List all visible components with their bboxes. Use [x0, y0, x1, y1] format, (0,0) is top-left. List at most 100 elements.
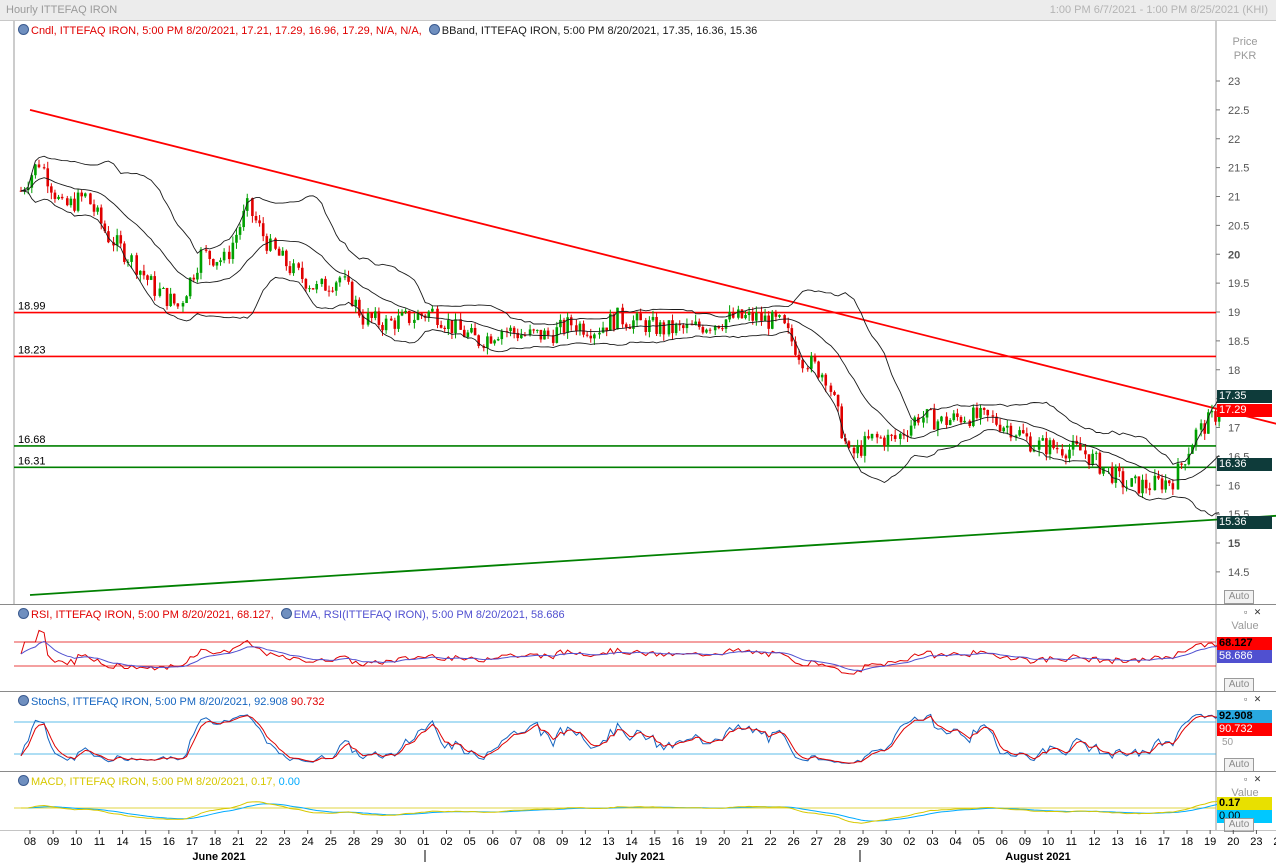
candle-down	[300, 267, 304, 280]
stoch-tick-50: 50	[1222, 737, 1234, 748]
candle-up	[509, 327, 512, 332]
day-label: 20	[1227, 836, 1239, 848]
candle-down	[986, 409, 990, 416]
indicator-icon[interactable]	[18, 608, 29, 619]
month-label: August 2021	[1005, 851, 1070, 863]
stoch-legend-text: StochS, ITTEFAQ IRON, 5:00 PM 8/20/2021,	[31, 696, 252, 708]
indicator-icon[interactable]	[428, 24, 440, 35]
candle-up	[115, 235, 119, 246]
pane-divider[interactable]	[0, 771, 1276, 772]
candle-down	[92, 204, 96, 212]
candle-down	[975, 407, 979, 418]
stoch-chart[interactable]	[0, 692, 1276, 771]
signal-value: 0.00	[278, 776, 301, 788]
candle-up	[34, 164, 37, 176]
day-label: 29	[371, 836, 383, 848]
pane-divider[interactable]	[0, 604, 1276, 605]
rsi-pane[interactable]: RSI, ITTEFAQ IRON, 5:00 PM 8/20/2021, 68…	[0, 605, 1276, 692]
date-range: 1:00 PM 6/7/2021 - 1:00 PM 8/25/2021 (KH…	[1049, 4, 1268, 16]
candle-up	[747, 311, 751, 316]
pane-controls[interactable]: ▫ ✕	[1244, 774, 1264, 784]
macd-pane[interactable]: MACD, ITTEFAQ IRON, 5:00 PM 8/20/2021, 0…	[0, 772, 1276, 832]
price-auto-button[interactable]: Auto	[1224, 590, 1254, 604]
candle-down	[1025, 433, 1029, 437]
candle-up	[447, 320, 450, 329]
macd-auto-button[interactable]: Auto	[1224, 818, 1254, 832]
candle-up	[185, 296, 188, 304]
candle-down	[721, 328, 724, 330]
price-chart[interactable]: 2322.52221.52120.52019.51918.51817.51716…	[0, 21, 1276, 604]
price-axis-title: Price PKR	[1232, 36, 1258, 62]
candle-down	[208, 250, 212, 260]
candle-down	[551, 335, 555, 343]
candle-up	[69, 198, 73, 206]
candle-down	[956, 413, 959, 417]
price-tick-label: 17	[1228, 423, 1240, 435]
candle-down	[829, 385, 833, 392]
macd-chart[interactable]	[0, 772, 1276, 830]
price-pane[interactable]: Cndl, ITTEFAQ IRON, 5:00 PM 8/20/2021, 1…	[0, 21, 1276, 604]
candle-up	[1018, 430, 1021, 436]
candle-down	[1121, 471, 1125, 488]
candle-down	[932, 409, 936, 430]
rsi-auto-button[interactable]: Auto	[1224, 678, 1254, 692]
candle-down	[1180, 463, 1183, 465]
candle-up	[231, 242, 235, 260]
candle-down	[42, 167, 46, 169]
candle-down	[569, 317, 573, 326]
candle-down	[393, 320, 397, 329]
pane-divider[interactable]	[0, 691, 1276, 692]
rsi-badge: 68.127	[1217, 637, 1272, 650]
candle-down	[879, 437, 883, 439]
day-label: 11	[94, 836, 105, 848]
candle-down	[562, 319, 566, 333]
day-label: 09	[47, 836, 59, 848]
candle-up	[1164, 480, 1167, 490]
pane-controls[interactable]: ▫ ✕	[1244, 607, 1264, 617]
candle-down	[959, 416, 963, 423]
candle-up	[454, 319, 457, 334]
candle-down	[801, 359, 804, 369]
day-label: 21	[232, 836, 244, 848]
candle-down	[258, 220, 261, 224]
day-label: 02	[440, 836, 452, 848]
bband-lo-line	[20, 190, 1220, 517]
indicator-icon[interactable]	[18, 695, 29, 706]
day-label: 07	[510, 836, 522, 848]
candle-up	[886, 434, 890, 447]
price-tick-label: 18.5	[1228, 336, 1249, 348]
day-label: 29	[857, 836, 869, 848]
rsi-chart[interactable]	[0, 605, 1276, 691]
price-tick-label: 22	[1228, 134, 1240, 146]
candle-up	[535, 329, 539, 331]
indicator-icon[interactable]	[18, 775, 29, 786]
day-label: 22	[764, 836, 776, 848]
candle-down	[512, 327, 516, 333]
candle-down	[690, 324, 694, 326]
candle-up	[493, 340, 496, 344]
candle-down	[331, 290, 334, 292]
stoch-auto-button[interactable]: Auto	[1224, 758, 1254, 772]
candle-down	[678, 324, 682, 326]
candle-down	[708, 329, 712, 331]
candle-down	[462, 329, 466, 338]
price-tick-label: 18	[1228, 365, 1240, 377]
candle-up	[744, 315, 747, 319]
stoch-pane[interactable]: StochS, ITTEFAQ IRON, 5:00 PM 8/20/2021,…	[0, 692, 1276, 772]
pane-controls[interactable]: ▫ ✕	[1244, 694, 1264, 704]
level-label: 18.23	[18, 344, 46, 356]
indicator-icon[interactable]	[18, 24, 29, 35]
candle-down	[73, 198, 76, 211]
day-label: 15	[649, 836, 661, 848]
candle-down	[165, 287, 169, 307]
candle-up	[404, 310, 407, 313]
candle-down	[991, 415, 995, 417]
indicator-icon[interactable]	[280, 608, 292, 619]
price-tick-label: 22.5	[1228, 105, 1249, 117]
macd-value: 0.17,	[251, 776, 276, 788]
day-label: 23	[278, 836, 290, 848]
candle-down	[212, 259, 215, 266]
time-axis[interactable]: 08 09 10 11 14 15 16 17 18 21 22 23 24 25 28 29 30 01 02 05…	[0, 830, 1276, 867]
candle-down	[1029, 436, 1032, 452]
candle-up	[1071, 440, 1075, 450]
